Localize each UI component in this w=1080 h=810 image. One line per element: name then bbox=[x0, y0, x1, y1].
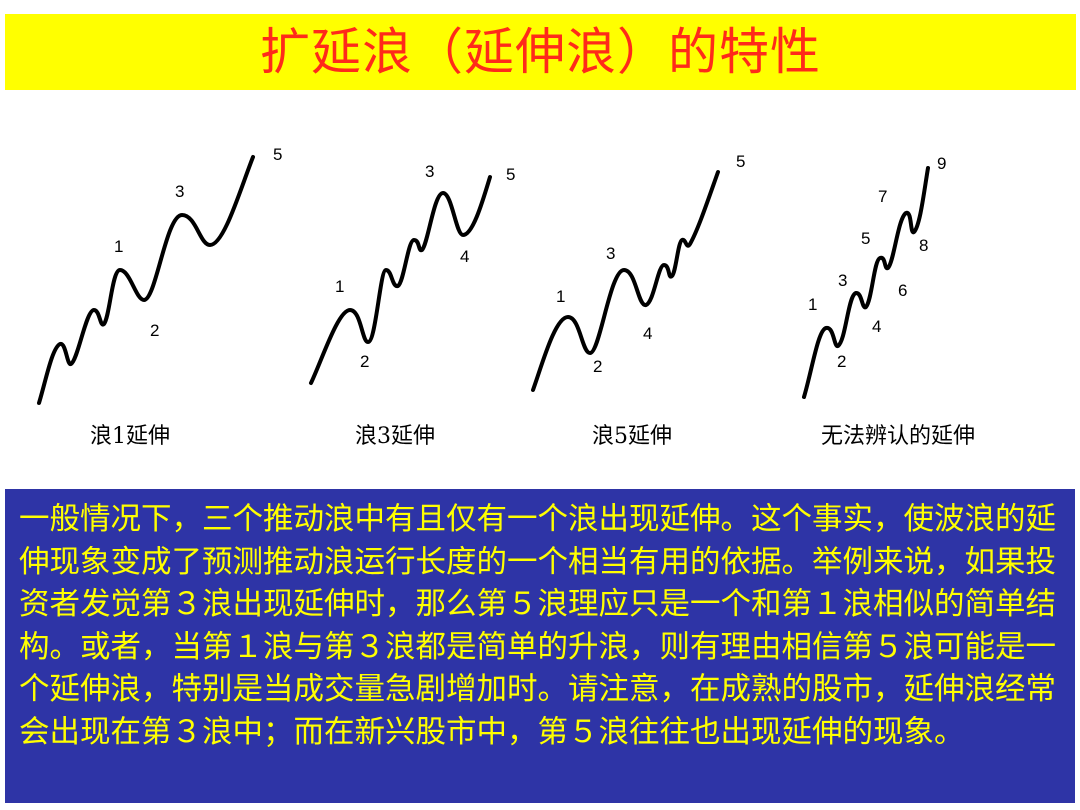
caption-wave5: 浪5延伸 bbox=[592, 424, 672, 449]
wave2-label-4: 4 bbox=[460, 247, 470, 266]
wave4-label-6: 6 bbox=[898, 281, 908, 300]
wave2-label-3: 3 bbox=[425, 162, 435, 181]
caption-unrecognizable: 无法辨认的延伸 bbox=[821, 424, 976, 449]
wave4-label-5: 5 bbox=[861, 229, 871, 248]
wave3-label-2: 2 bbox=[593, 357, 603, 376]
explanation-text: 一般情况下，三个推动浪中有且仅有一个浪出现延伸。这个事实，使波浪的延伸现象变成了… bbox=[19, 502, 1056, 750]
wave-line-3 bbox=[531, 170, 720, 392]
wave3-label-5: 5 bbox=[736, 152, 746, 171]
wave2-label-1: 1 bbox=[335, 277, 345, 296]
wave4-label-2: 2 bbox=[837, 352, 847, 371]
wave4-label-9: 9 bbox=[937, 154, 947, 173]
wave2-label-2: 2 bbox=[360, 352, 370, 371]
wave-line-2 bbox=[309, 175, 492, 385]
wave-line-1 bbox=[37, 155, 255, 405]
wave4-label-7: 7 bbox=[878, 187, 888, 206]
wave4-label-3: 3 bbox=[838, 271, 848, 290]
title-bar: 扩延浪（延伸浪）的特性 bbox=[5, 14, 1076, 90]
wave1-label-3: 3 bbox=[175, 182, 185, 201]
wave1-label-5: 5 bbox=[273, 145, 283, 164]
wave1-label-2: 2 bbox=[150, 321, 160, 340]
wave3-label-3: 3 bbox=[606, 244, 616, 263]
wave-line-4 bbox=[802, 166, 930, 399]
wave1-label-1: 1 bbox=[114, 237, 124, 256]
wave-diagrams: 1 2 3 5 1 2 3 4 5 1 2 3 4 5 1 2 3 4 5 6 … bbox=[0, 120, 1080, 460]
explanation-box: 一般情况下，三个推动浪中有且仅有一个浪出现延伸。这个事实，使波浪的延伸现象变成了… bbox=[5, 489, 1075, 803]
wave4-label-8: 8 bbox=[919, 236, 929, 255]
wave2-label-5: 5 bbox=[506, 165, 516, 184]
wave4-label-4: 4 bbox=[872, 317, 882, 336]
wave3-label-1: 1 bbox=[556, 287, 566, 306]
wave3-label-4: 4 bbox=[643, 324, 653, 343]
wave4-label-1: 1 bbox=[808, 295, 818, 314]
page-title: 扩延浪（延伸浪）的特性 bbox=[260, 23, 821, 81]
caption-wave3: 浪3延伸 bbox=[355, 424, 435, 449]
wave-diagrams-svg bbox=[37, 155, 930, 405]
caption-wave1: 浪1延伸 bbox=[90, 424, 170, 449]
